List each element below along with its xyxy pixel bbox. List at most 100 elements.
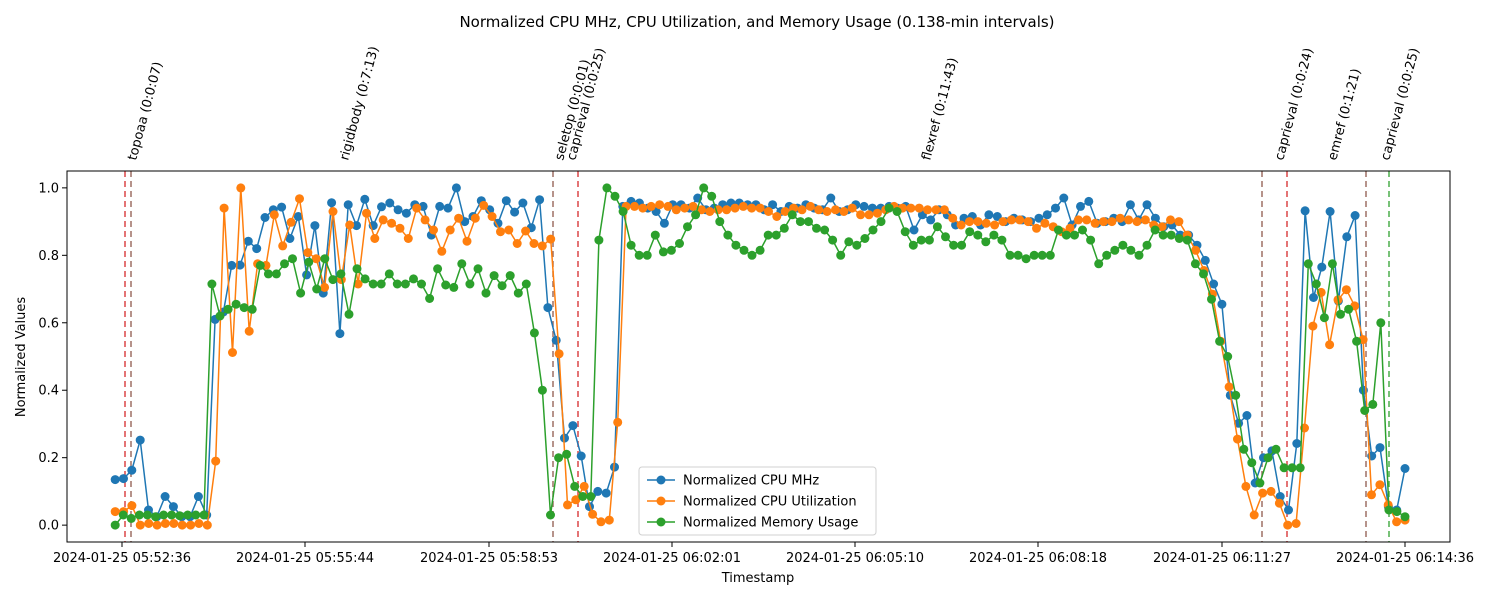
- series-2-point: [604, 515, 614, 525]
- series-2-point: [1375, 480, 1385, 490]
- series-1-point: [493, 218, 503, 228]
- series-3-point: [618, 207, 628, 216]
- series-2-point: [311, 254, 321, 264]
- series-3-point: [554, 453, 564, 463]
- plot-area: [66, 170, 1451, 543]
- series-2-point: [697, 205, 706, 215]
- series-3-point: [562, 449, 572, 459]
- series-3-point: [997, 235, 1007, 245]
- series-1-point: [1292, 439, 1302, 448]
- series-2-point: [680, 203, 690, 213]
- series-3-point: [1021, 254, 1031, 264]
- series-3-point: [441, 280, 451, 290]
- series-1-point: [243, 236, 253, 246]
- series-1-point: [1342, 232, 1352, 242]
- x-tick-label: 2024-01-25 05:52:36: [53, 551, 191, 566]
- series-3-point: [1311, 279, 1321, 289]
- series-2-point: [537, 241, 547, 251]
- series-3-point: [513, 288, 523, 298]
- series-1-point: [659, 218, 669, 228]
- series-3-point: [231, 299, 241, 309]
- series-3-point: [763, 230, 773, 240]
- series-2-point: [135, 520, 145, 530]
- x-axis: 2024-01-25 05:52:36 2024-01-25 05:55:44 20…: [53, 542, 1474, 566]
- series-2-point: [1082, 215, 1092, 225]
- series-3-point: [529, 328, 539, 338]
- series-2-point: [1367, 490, 1376, 500]
- series-3-point: [159, 510, 169, 520]
- series-3-point: [392, 279, 402, 289]
- series-2-point: [437, 246, 447, 256]
- series-3-point: [336, 269, 346, 279]
- x-tick-label: 2024-01-25 05:55:44: [236, 551, 374, 566]
- series-3-point: [328, 275, 338, 285]
- series-1-point: [1325, 207, 1335, 216]
- y-axis-label: Normalized Values: [14, 297, 29, 418]
- series-2-point: [328, 207, 338, 216]
- series-2-point: [445, 225, 455, 235]
- series-3-point: [1303, 259, 1313, 269]
- series-2-point: [412, 203, 422, 213]
- x-tick-label: 2024-01-25 06:11:27: [1153, 551, 1291, 566]
- series-3-point: [578, 492, 588, 501]
- series-3-point: [1086, 235, 1096, 245]
- series-3-point: [1070, 230, 1079, 240]
- series-1-point: [160, 492, 170, 501]
- series-2-point: [1124, 215, 1134, 225]
- series-3-point: [1344, 304, 1354, 314]
- series-1-point: [227, 260, 237, 270]
- series-2-point: [169, 519, 179, 528]
- series-2-point: [956, 220, 966, 230]
- y-tick-label: 1.0: [38, 181, 59, 196]
- series-1-point: [1317, 262, 1327, 272]
- series-3-point: [884, 203, 894, 213]
- series-3-point: [715, 217, 725, 227]
- series-3-point: [892, 207, 902, 216]
- series-1-point: [277, 202, 287, 212]
- series-1-point: [501, 196, 511, 206]
- series-2-point: [295, 194, 304, 204]
- series-3-point: [1360, 406, 1370, 415]
- series-3-point: [965, 227, 975, 237]
- series-3-point: [634, 250, 644, 260]
- series-2-point: [244, 326, 254, 336]
- series-2-point: [487, 212, 497, 221]
- series-3-point: [1336, 309, 1345, 319]
- x-tick-label: 2024-01-25 05:58:53: [420, 551, 558, 566]
- series-1-point: [601, 488, 611, 498]
- series-2-point: [1274, 498, 1284, 508]
- series-3-point: [860, 234, 870, 243]
- series-1-point: [335, 329, 345, 339]
- series-3-point: [594, 235, 604, 245]
- series-2-point: [127, 501, 137, 511]
- series-2-point: [269, 210, 279, 220]
- series-3-point: [175, 511, 185, 521]
- series-2-point: [789, 203, 799, 213]
- series-3-point: [1102, 250, 1112, 260]
- series-1-point: [568, 421, 578, 431]
- series-3-point: [167, 510, 177, 520]
- series-2-point: [303, 248, 313, 258]
- series-1-point: [1084, 196, 1094, 206]
- series-2-point: [144, 519, 154, 528]
- series-1-point: [576, 451, 586, 461]
- series-3-point: [1126, 245, 1136, 255]
- x-axis-label: Timestamp: [721, 571, 795, 586]
- series-1-point: [518, 198, 528, 208]
- series-3-point: [795, 217, 805, 227]
- series-2-point: [764, 207, 773, 216]
- series-1-point: [385, 198, 395, 208]
- series-2-point: [638, 203, 648, 213]
- series-2-point: [1015, 215, 1025, 225]
- series-2-point: [462, 236, 472, 246]
- series-2-point: [160, 519, 170, 528]
- series-2-point: [1241, 481, 1251, 491]
- series-3-point: [1029, 250, 1039, 260]
- series-1-point: [168, 502, 178, 512]
- series-1-point: [1076, 201, 1085, 211]
- series-2-point: [822, 207, 832, 216]
- series-1-point: [352, 221, 361, 231]
- legend-swatch-marker: [656, 475, 666, 485]
- series-1-point: [1150, 213, 1160, 223]
